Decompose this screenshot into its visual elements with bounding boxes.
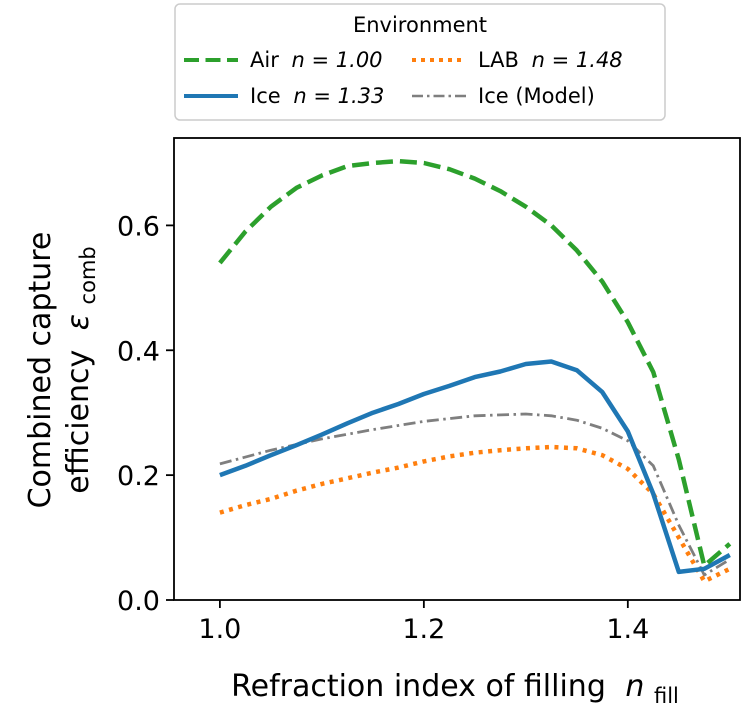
x-axis-label: Refraction index of filling n fill [231, 669, 679, 705]
legend-n-ice: n = 1.33 [293, 84, 384, 108]
series-line-air [218, 158, 732, 568]
y-tick-label: 0.0 [117, 586, 160, 617]
series-line-lab [219, 444, 731, 584]
y-axis-label-subscript: comb [76, 246, 100, 304]
y-axis-label-line2: efficiency ε comb [61, 246, 100, 494]
legend-entry-ice: Ice n = 1.33 [184, 84, 384, 108]
y-axis-label-text: efficiency [61, 350, 96, 494]
legend: Environment Air n = 1.00 LAB n = 1.48 Ic… [174, 3, 666, 121]
x-axis-label-symbol: n [625, 669, 644, 704]
y-axis-label-line1: Combined capture [23, 232, 58, 509]
axes-frame [173, 137, 741, 601]
y-tick-label: 0.2 [117, 461, 160, 492]
x-tick-label: 1.0 [198, 614, 241, 645]
series-line-ice [219, 359, 731, 575]
legend-n-air: n = 1.00 [292, 48, 383, 72]
y-tick-label: 0.6 [117, 211, 160, 242]
legend-box [174, 3, 666, 121]
y-axis-label-symbol: ε [61, 314, 96, 330]
y-tick-label: 0.4 [117, 336, 160, 367]
x-tick-label: 1.4 [606, 614, 649, 645]
series-line-ice-model [219, 412, 731, 577]
legend-title: Environment [353, 13, 487, 37]
x-axis-label-text: Refraction index of filling [231, 669, 606, 704]
legend-entry-air: Air n = 1.00 [184, 48, 383, 72]
y-axis-label: Combined capture efficiency ε comb [23, 232, 100, 509]
legend-n-lab: n = 1.48 [532, 48, 623, 72]
legend-label-ice-model: Ice (Model) [478, 84, 595, 108]
legend-entry-lab: LAB n = 1.48 [412, 48, 623, 72]
legend-label-lab: LAB n = 1.48 [478, 48, 623, 72]
ticks-layer: 1.0 1.2 1.4 0.0 0.2 0.4 0.6 [117, 211, 649, 645]
legend-name-ice: Ice [250, 84, 281, 108]
legend-entry-ice-model: Ice (Model) [412, 84, 595, 108]
x-axis-label-subscript: fill [654, 684, 679, 705]
legend-name-air: Air [250, 48, 279, 72]
legend-label-air: Air n = 1.00 [250, 48, 383, 72]
x-tick-label: 1.2 [402, 614, 445, 645]
plot-layer [218, 158, 732, 584]
legend-name-lab: LAB [478, 48, 519, 72]
legend-label-ice: Ice n = 1.33 [250, 84, 384, 108]
